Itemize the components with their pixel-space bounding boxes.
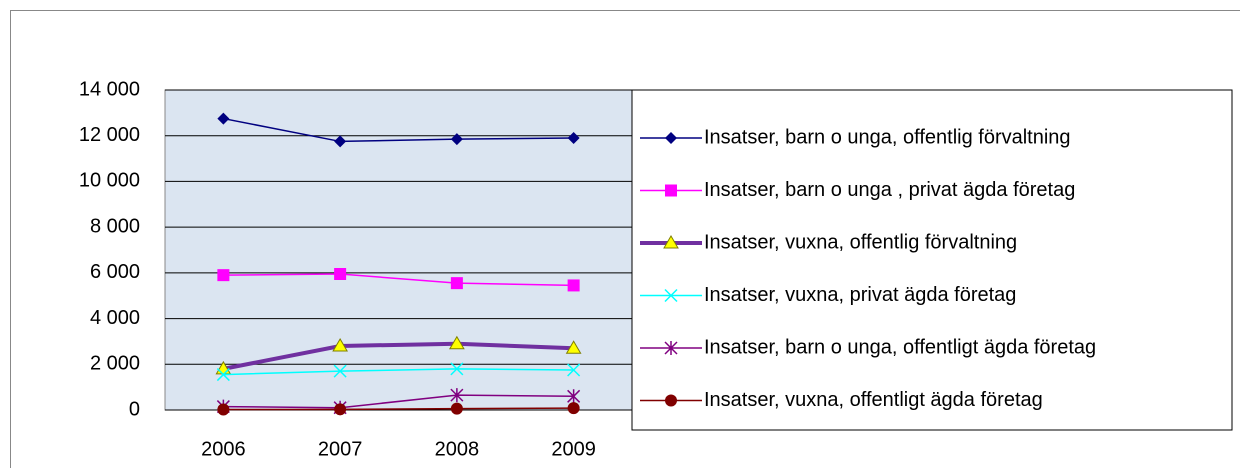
legend-marker: [665, 185, 677, 197]
data-point: [568, 279, 580, 291]
data-point: [451, 277, 463, 289]
data-point: [451, 403, 463, 415]
y-tick-label: 2 000: [90, 353, 140, 375]
data-point: [217, 404, 229, 416]
legend-label: Insatser, vuxna, offentlig förvaltning: [704, 231, 1017, 253]
data-point: [568, 402, 580, 414]
y-tick-label: 6 000: [90, 261, 140, 283]
x-tick-label: 2008: [435, 438, 480, 460]
legend-label: Insatser, barn o unga , privat ägda före…: [704, 179, 1075, 201]
y-tick-label: 8 000: [90, 215, 140, 237]
y-tick-label: 12 000: [79, 124, 140, 146]
legend-label: Insatser, vuxna, offentligt ägda företag: [704, 389, 1043, 411]
legend-label: Insatser, barn o unga, offentligt ägda f…: [704, 336, 1096, 358]
legend-label: Insatser, barn o unga, offentlig förvalt…: [704, 126, 1071, 148]
data-point: [334, 403, 346, 415]
y-tick-label: 0: [129, 398, 140, 420]
y-tick-label: 10 000: [79, 170, 140, 192]
legend-label: Insatser, vuxna, privat ägda företag: [704, 284, 1016, 306]
data-point: [334, 268, 346, 280]
x-tick-label: 2009: [551, 438, 596, 460]
legend-marker: [665, 395, 677, 407]
y-tick-label: 14 000: [79, 78, 140, 100]
y-tick-label: 4 000: [90, 307, 140, 329]
x-tick-label: 2007: [318, 438, 363, 460]
x-tick-label: 2006: [201, 438, 246, 460]
data-point: [217, 269, 229, 281]
